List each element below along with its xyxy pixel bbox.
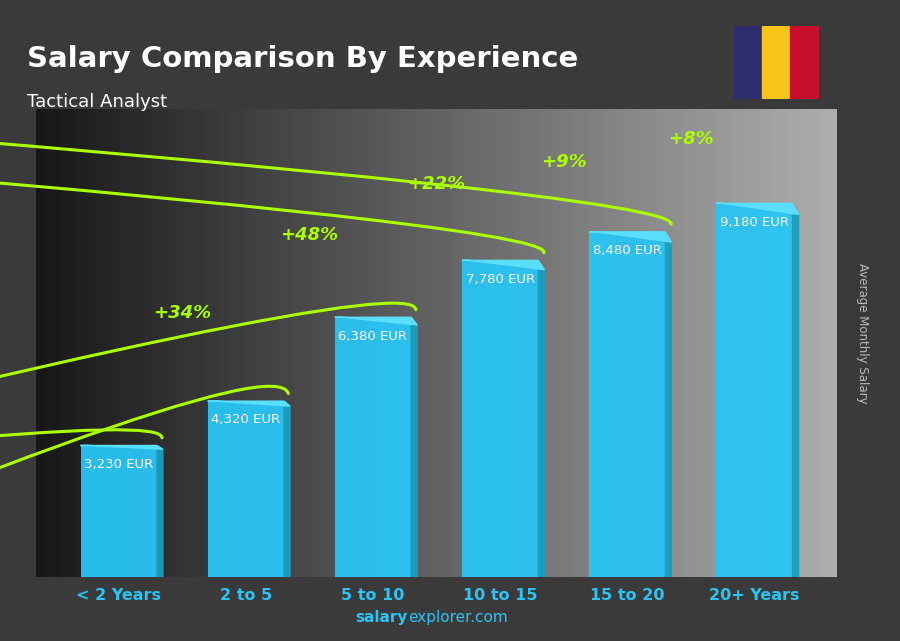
Polygon shape <box>793 203 798 577</box>
Bar <box>590 232 665 577</box>
Text: Salary Comparison By Experience: Salary Comparison By Experience <box>27 45 578 73</box>
Polygon shape <box>538 260 544 577</box>
Polygon shape <box>462 260 544 270</box>
Bar <box>335 317 411 577</box>
Polygon shape <box>335 317 418 325</box>
Text: +34%: +34% <box>153 304 211 322</box>
Polygon shape <box>716 203 798 215</box>
Text: explorer.com: explorer.com <box>408 610 508 625</box>
Polygon shape <box>411 317 418 577</box>
Bar <box>462 260 538 577</box>
Bar <box>716 203 793 577</box>
Bar <box>762 26 790 99</box>
Text: +22%: +22% <box>408 175 465 193</box>
Bar <box>790 26 819 99</box>
Text: 6,380 EUR: 6,380 EUR <box>338 329 408 342</box>
Bar <box>80 445 157 577</box>
Bar <box>208 401 284 577</box>
Text: +8%: +8% <box>668 130 714 149</box>
Bar <box>734 26 762 99</box>
Text: +48%: +48% <box>280 226 338 244</box>
Polygon shape <box>208 401 290 406</box>
Text: Tactical Analyst: Tactical Analyst <box>27 93 167 111</box>
Polygon shape <box>284 401 290 577</box>
Polygon shape <box>157 445 163 577</box>
Text: 3,230 EUR: 3,230 EUR <box>84 458 153 470</box>
Text: 9,180 EUR: 9,180 EUR <box>720 215 789 229</box>
Polygon shape <box>590 231 671 242</box>
Polygon shape <box>665 232 671 577</box>
Text: 4,320 EUR: 4,320 EUR <box>212 413 280 426</box>
Text: +9%: +9% <box>541 153 587 171</box>
Text: 7,780 EUR: 7,780 EUR <box>465 272 535 285</box>
Text: salary: salary <box>356 610 408 625</box>
Text: Average Monthly Salary: Average Monthly Salary <box>856 263 868 404</box>
Text: 8,480 EUR: 8,480 EUR <box>593 244 662 257</box>
Polygon shape <box>80 445 163 449</box>
